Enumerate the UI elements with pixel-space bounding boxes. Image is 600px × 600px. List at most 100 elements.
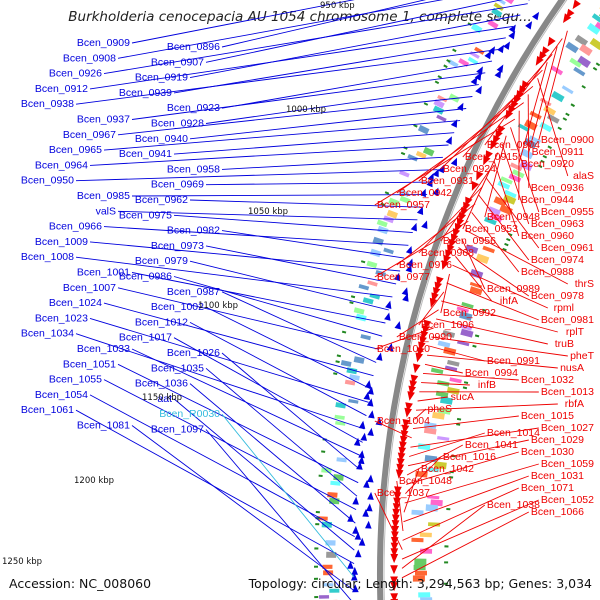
minus-strand-gene-mark: [503, 41, 510, 50]
left-leader-line: [205, 181, 433, 186]
left-leader-line: [89, 25, 514, 90]
right-leader-line: [414, 408, 427, 420]
right-gene-label: Bcen_1041: [465, 439, 518, 451]
right-gene-label: Bcen_1015: [521, 410, 574, 422]
cog-category-block: [474, 46, 485, 55]
right-leader-line: [424, 363, 463, 374]
left-gene-label: Bcen_1023: [35, 312, 88, 324]
left-gene-label: Bcen_1036: [135, 378, 188, 390]
plus-strand-gene-mark: [490, 140, 498, 150]
right-gene-label: Bcen_1004: [377, 415, 430, 427]
left-leader-line: [221, 0, 427, 48]
right-leader-line: [422, 372, 519, 381]
left-gene-label: Bcen_0941: [119, 148, 172, 160]
rna-tick: [437, 75, 442, 79]
right-gene-label: Bcen_1048: [399, 475, 452, 487]
plus-strand-gene-mark: [390, 548, 399, 558]
left-gene-label: Bcen_0940: [135, 133, 188, 145]
cog-category-block: [469, 268, 484, 279]
rna-tick: [400, 151, 406, 156]
left-leader-line: [131, 72, 486, 120]
left-leader-line: [131, 0, 355, 44]
right-gene-label: pheS: [427, 403, 452, 415]
cog-category-block: [319, 595, 330, 599]
left-gene-label: Bcen_0928: [151, 118, 204, 130]
left-gene-label: Bcen_1033: [77, 343, 130, 355]
cog-category-block: [420, 597, 433, 600]
plus-strand-gene-mark: [395, 469, 404, 479]
right-leader-line: [464, 229, 569, 285]
left-gene-label: Bcen_0909: [77, 37, 130, 49]
cog-category-block: [376, 219, 388, 228]
right-leader-line: [484, 38, 563, 146]
right-gene-label: Bcen_0936: [531, 182, 584, 194]
rna-tick: [565, 112, 570, 117]
minus-strand-gene-mark: [368, 410, 375, 419]
rna-tick: [463, 381, 469, 384]
cog-category-block: [336, 457, 347, 463]
cog-category-block: [482, 245, 495, 254]
cog-category-block: [430, 367, 444, 375]
right-gene-label: Bcen_0992: [443, 307, 496, 319]
rna-tick: [474, 334, 480, 338]
cog-category-block: [591, 13, 600, 23]
right-leader-line: [426, 354, 558, 369]
cog-category-block: [574, 34, 589, 47]
minus-strand-gene-mark: [532, 11, 540, 21]
minus-strand-gene-mark: [475, 85, 482, 95]
left-gene-label: Bcen_1009: [35, 236, 88, 248]
right-gene-label: Bcen_0988: [521, 266, 574, 278]
plus-strand-gene-mark: [483, 155, 491, 166]
cog-category-block: [325, 540, 336, 546]
minus-strand-gene-mark: [386, 343, 394, 352]
cog-category-block: [444, 365, 458, 372]
left-gene-label: Bcen_1026: [167, 347, 220, 359]
right-gene-label: sucA: [451, 391, 474, 403]
right-gene-label: Bcen_1042: [421, 463, 474, 475]
minus-strand-gene-mark: [508, 31, 516, 40]
plus-strand-gene-mark: [400, 435, 408, 446]
plus-strand-gene-mark: [547, 36, 556, 47]
minus-strand-gene-mark: [353, 437, 361, 446]
left-gene-label: Bcen_0982: [167, 225, 220, 237]
cog-category-block: [432, 411, 445, 420]
cog-category-block: [333, 474, 344, 481]
rna-tick: [452, 48, 457, 53]
cog-category-block: [520, 148, 534, 160]
cog-category-block: [434, 461, 447, 470]
cog-category-block: [399, 170, 410, 178]
left-leader-line: [75, 48, 499, 105]
rna-tick: [581, 85, 586, 89]
right-gene-label: alaS: [573, 170, 594, 182]
minus-strand-gene-mark: [445, 136, 452, 145]
right-gene-label: Bcen_0904: [487, 139, 540, 151]
cog-category-block: [360, 334, 371, 341]
plus-strand-gene-mark: [390, 582, 398, 592]
rna-tick: [444, 561, 449, 564]
right-leader-line: [396, 480, 404, 532]
right-gene-label: pheT: [570, 350, 595, 362]
right-leader-line: [478, 194, 530, 261]
cog-category-block: [386, 209, 398, 219]
minus-strand-gene-mark: [393, 272, 400, 282]
minus-strand-gene-mark: [401, 287, 409, 296]
cog-category-block: [414, 558, 427, 566]
left-gene-label: Bcen_0987: [167, 286, 220, 298]
right-gene-label: Bcen_0953: [465, 223, 518, 235]
rna-tick: [403, 146, 408, 150]
right-gene-label: Bcen_0994: [465, 367, 518, 379]
cog-category-block: [491, 7, 503, 18]
cog-category-block: [517, 123, 530, 133]
cog-category-block: [436, 114, 447, 122]
cog-category-block: [496, 0, 506, 5]
right-gene-label: Bcen_1032: [521, 374, 574, 386]
rna-tick: [557, 126, 562, 131]
right-gene-label: ihfA: [500, 295, 518, 307]
rna-tick: [542, 155, 548, 159]
left-leader-line: [89, 317, 369, 403]
minus-strand-gene-mark: [410, 222, 417, 232]
right-gene-label: Bcen_1071: [521, 482, 574, 494]
cog-category-block: [362, 297, 374, 305]
plus-strand-gene-mark: [396, 463, 405, 474]
right-gene-label: Bcen_1006: [421, 319, 474, 331]
